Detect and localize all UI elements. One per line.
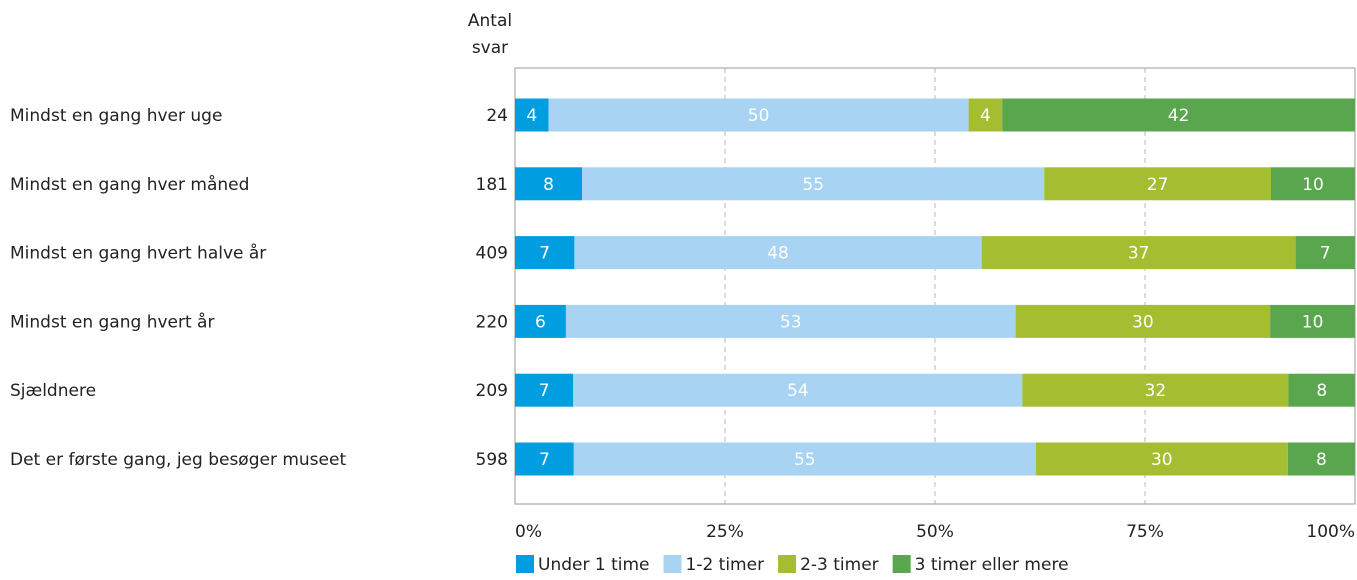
bar-segment bbox=[968, 98, 1003, 132]
count-label: 181 bbox=[476, 175, 508, 195]
count-header-line-2: svar bbox=[472, 38, 508, 58]
x-tick-label: 0% bbox=[515, 522, 542, 542]
data-label: 54 bbox=[787, 381, 809, 401]
bar-segment bbox=[573, 442, 1036, 476]
data-label: 8 bbox=[543, 175, 554, 195]
data-label: 4 bbox=[526, 106, 537, 126]
data-label: 55 bbox=[794, 450, 816, 470]
bar-segment bbox=[515, 236, 575, 270]
data-label: 8 bbox=[1316, 450, 1327, 470]
legend-label: 1-2 timer bbox=[686, 555, 765, 575]
bar-segment bbox=[573, 373, 1023, 407]
category-label: Mindst en gang hver uge bbox=[10, 106, 222, 126]
data-label: 53 bbox=[780, 312, 802, 332]
legend-label: Under 1 time bbox=[538, 555, 650, 575]
bar-segment bbox=[1270, 304, 1355, 338]
data-label: 50 bbox=[748, 106, 770, 126]
bar-segment bbox=[515, 304, 566, 338]
bar-segment bbox=[515, 373, 574, 407]
bar-segment bbox=[1022, 373, 1289, 407]
category-label: Mindst en gang hvert år bbox=[10, 311, 214, 332]
x-tick-label: 50% bbox=[916, 522, 954, 542]
data-label: 32 bbox=[1145, 381, 1167, 401]
plot-frame bbox=[514, 67, 1356, 505]
bar-segment bbox=[582, 167, 1045, 201]
bar-segment bbox=[1044, 167, 1271, 201]
bar-segment bbox=[1015, 304, 1271, 338]
data-label: 10 bbox=[1302, 175, 1324, 195]
legend: Under 1 time 1-2 timer 2-3 timer 3 timer el… bbox=[516, 555, 1069, 575]
x-tick-label: 100% bbox=[1306, 522, 1355, 542]
data-label: 48 bbox=[767, 244, 789, 264]
bar-segment bbox=[574, 236, 982, 270]
bar-segment bbox=[515, 98, 549, 132]
category-label: Mindst en gang hvert halve år bbox=[10, 243, 266, 264]
legend-swatch bbox=[778, 555, 797, 573]
x-axis-ticks: 0% 25% 50% 75% 100% bbox=[515, 522, 1355, 542]
bar-segment bbox=[981, 236, 1296, 270]
bar-segment bbox=[1002, 98, 1355, 132]
data-label: 7 bbox=[539, 381, 550, 401]
count-label: 220 bbox=[476, 312, 508, 332]
count-label: 24 bbox=[486, 106, 508, 126]
data-label: 55 bbox=[802, 175, 824, 195]
count-label: 409 bbox=[476, 244, 508, 264]
count-header: Antal svar bbox=[468, 11, 512, 58]
category-label: Det er første gang, jeg besøger museet bbox=[10, 450, 346, 470]
bar-segment bbox=[1287, 442, 1355, 476]
x-tick-label: 75% bbox=[1126, 522, 1164, 542]
data-label: 7 bbox=[1320, 244, 1331, 264]
data-label: 27 bbox=[1147, 175, 1169, 195]
count-labels: 24 181 409 220 209 598 bbox=[476, 106, 508, 470]
bar-segment bbox=[515, 167, 583, 201]
bar-segment bbox=[548, 98, 969, 132]
data-label: 42 bbox=[1168, 106, 1190, 126]
bar-segment bbox=[1271, 167, 1355, 201]
bar-segment bbox=[1295, 236, 1355, 270]
legend-label: 3 timer eller mere bbox=[915, 555, 1069, 575]
data-label: 30 bbox=[1132, 312, 1154, 332]
data-label: 4 bbox=[980, 106, 991, 126]
data-label: 7 bbox=[539, 244, 550, 264]
legend-swatch bbox=[663, 555, 682, 573]
x-tick-label: 25% bbox=[706, 522, 744, 542]
data-label: 6 bbox=[535, 312, 546, 332]
bars: 4 50 4 428 55 27 107 48 37 76 53 30 107 54 32 87 55 30 8 bbox=[515, 98, 1355, 476]
grid-lines bbox=[724, 68, 1146, 504]
legend-swatch bbox=[892, 555, 911, 573]
category-label: Mindst en gang hver måned bbox=[10, 174, 249, 195]
data-label: 7 bbox=[539, 450, 550, 470]
bar-segment bbox=[1288, 373, 1355, 407]
count-header-line-1: Antal bbox=[468, 11, 512, 31]
category-labels: Mindst en gang hver uge Mindst en gang hv… bbox=[10, 106, 346, 470]
count-label: 598 bbox=[476, 450, 508, 470]
legend-swatch bbox=[516, 555, 534, 573]
data-label: 10 bbox=[1302, 312, 1324, 332]
bar-segment bbox=[1035, 442, 1288, 476]
data-label: 30 bbox=[1151, 450, 1173, 470]
category-label: Sjældnere bbox=[10, 381, 96, 401]
data-label: 8 bbox=[1316, 381, 1327, 401]
bar-segment bbox=[515, 442, 574, 476]
bar-segment bbox=[565, 304, 1016, 338]
legend-label: 2-3 timer bbox=[800, 555, 879, 575]
count-label: 209 bbox=[476, 381, 508, 401]
data-label: 37 bbox=[1128, 244, 1150, 264]
